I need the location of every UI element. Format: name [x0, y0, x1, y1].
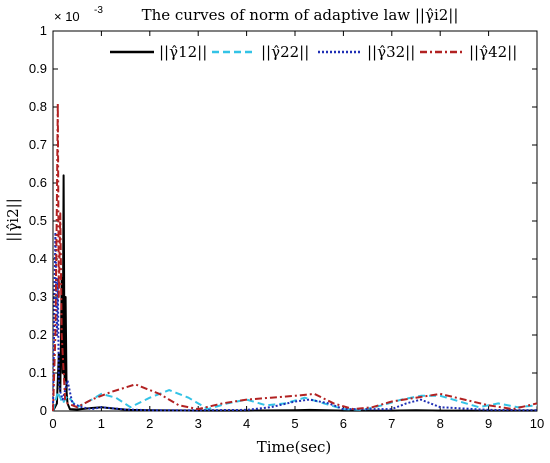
y-multiplier: × 10: [54, 9, 80, 24]
x-tick-label-8: 8: [437, 416, 444, 431]
x-tick-label-0: 0: [49, 416, 56, 431]
x-tick-label-5: 5: [291, 416, 298, 431]
legend-label-4: ||γ̂42||: [469, 43, 517, 61]
series-line-3: [52, 231, 538, 412]
y-tick-label-3: 0.3: [29, 289, 47, 304]
y-tick-label-7: 0.7: [29, 137, 47, 152]
legend: ||γ̂12|| ||γ̂22|| ||γ̂32|| ||γ̂42||: [110, 43, 517, 61]
y-tick-label-2: 0.2: [29, 327, 47, 342]
x-tick-label-3: 3: [195, 416, 202, 431]
legend-label-3: ||γ̂32||: [367, 43, 415, 61]
x-tick-label-7: 7: [388, 416, 395, 431]
x-tick-label-9: 9: [485, 416, 492, 431]
x-tick-label-10: 10: [530, 416, 544, 431]
y-tick-label-0: 0: [40, 403, 47, 418]
x-tick-label-4: 4: [243, 416, 250, 431]
series-line-4: [52, 102, 538, 412]
y-tick-label-4: 0.4: [29, 251, 47, 266]
plot-area: 0 1 2 3 4 5 6 7 8 9 10 0 0.1 0.2 0.3 0.4 0.5 0.6 0.7 0.8 0.9…: [29, 23, 544, 431]
y-tick-label-8: 0.8: [29, 99, 47, 114]
axes-frame: [52, 30, 538, 412]
y-tick-label-1: 0.1: [29, 365, 47, 380]
legend-label-1: ||γ̂12||: [159, 43, 207, 61]
y-tick-label-9: 0.9: [29, 61, 47, 76]
chart-title: The curves of norm of adaptive law ||γ̂i…: [142, 6, 459, 24]
x-tick-label-2: 2: [146, 416, 153, 431]
y-exponent: -3: [94, 5, 103, 16]
x-axis-label: Time(sec): [257, 438, 332, 456]
y-tick-label-10: 1: [40, 23, 47, 38]
legend-label-2: ||γ̂22||: [261, 43, 309, 61]
x-tick-label-6: 6: [340, 416, 347, 431]
y-tick-label-6: 0.6: [29, 175, 47, 190]
x-tick-label-1: 1: [98, 416, 105, 431]
y-tick-label-5: 0.5: [29, 213, 47, 228]
y-axis-label: ||γ̂i2||: [4, 198, 22, 242]
